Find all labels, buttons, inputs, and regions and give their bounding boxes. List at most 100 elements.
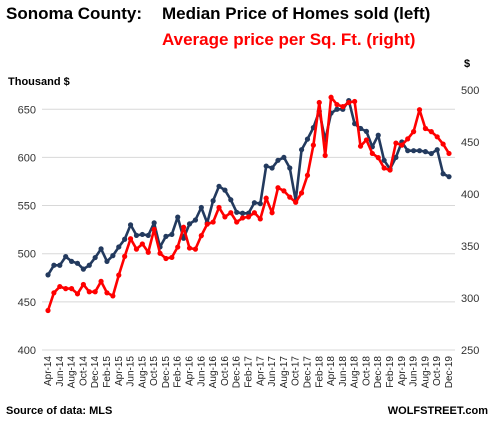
point-median-price [234,209,240,215]
x-tick-label: Aug-18 [350,356,361,389]
y-left-tick-label: 500 [18,249,36,261]
chart-title-left: Sonoma County: [6,4,142,23]
chart-subtitle: Average price per Sq. Ft. (right) [162,30,415,49]
point-median-price [198,204,204,211]
point-price-per-sqft [416,107,423,113]
point-price-per-sqft [45,307,51,314]
point-median-price [181,235,187,241]
point-median-price [263,163,269,169]
point-price-per-sqft [428,129,434,135]
point-median-price [139,231,145,238]
point-median-price [92,254,98,261]
y-left-tick-label: 450 [18,297,36,309]
chart-title: Median Price of Homes sold (left) [162,4,430,23]
gridlines [42,108,455,351]
point-median-price [411,148,417,154]
point-median-price [304,136,311,142]
point-price-per-sqft [116,272,122,278]
point-price-per-sqft [381,165,387,171]
point-median-price [186,221,193,227]
point-price-per-sqft [63,286,69,292]
point-price-per-sqft [411,129,417,135]
point-median-price [169,231,175,238]
point-price-per-sqft [163,255,169,262]
point-price-per-sqft [287,194,293,200]
point-median-price [393,154,399,161]
point-median-price [122,236,128,242]
point-median-price [210,198,216,204]
point-median-price [127,222,134,228]
source-note: Source of data: MLS [6,405,112,417]
point-median-price [281,154,287,161]
point-median-price [151,220,157,226]
x-tick-label: Jun-14 [55,356,66,387]
y-axis-left-label: Thousand $ [8,76,70,88]
point-median-price [228,197,234,203]
point-price-per-sqft [363,137,370,143]
point-median-price [287,165,293,171]
x-tick-label: Apr-18 [326,356,337,386]
point-median-price [240,210,246,216]
point-price-per-sqft [222,214,228,220]
point-median-price [57,262,63,268]
point-median-price [251,200,257,206]
point-price-per-sqft [198,233,204,239]
point-median-price [51,262,57,268]
point-median-price [74,260,81,266]
point-median-price [440,171,446,177]
point-median-price [145,232,151,239]
point-median-price [104,258,110,265]
x-tick-label: Oct-16 [220,356,231,386]
series-group [45,94,452,314]
x-tick-label: Aug-17 [279,356,290,389]
point-price-per-sqft [145,249,151,255]
point-median-price [222,187,228,193]
x-tick-label: Dec-18 [373,356,384,389]
point-price-per-sqft [110,293,116,299]
point-price-per-sqft [204,221,210,227]
point-price-per-sqft [169,254,175,261]
x-tick-label: Oct-17 [291,356,302,386]
x-tick-label: Dec-15 [161,356,172,389]
point-price-per-sqft [310,142,316,148]
x-tick-label: Dec-19 [444,356,455,389]
y-left-tick-label: 550 [18,201,36,213]
point-median-price [68,258,75,265]
point-median-price [80,266,86,272]
point-price-per-sqft [257,216,263,222]
point-price-per-sqft [68,286,75,292]
brand-label: WOLFSTREET.com [388,405,488,417]
point-price-per-sqft [357,143,364,149]
series-line-price-per-sqft [46,96,451,311]
point-median-price [405,148,411,154]
y-left-tick-label: 400 [18,345,36,357]
point-price-per-sqft [446,150,452,157]
point-price-per-sqft [393,140,399,146]
point-price-per-sqft [175,244,181,250]
point-price-per-sqft [316,99,322,106]
x-tick-label: Feb-15 [102,356,113,388]
y-left-tick-label: 600 [18,152,36,164]
point-median-price [363,128,370,135]
series-line-median-price [46,99,450,276]
x-tick-label: Apr-17 [255,356,266,386]
point-price-per-sqft [281,188,287,194]
point-price-per-sqft [263,195,269,201]
point-price-per-sqft [269,210,275,216]
x-tick-label: Feb-19 [385,356,396,388]
point-price-per-sqft [375,155,381,161]
y-right-tick-label: 350 [461,241,479,253]
point-price-per-sqft [251,210,257,216]
point-median-price [434,147,440,153]
point-price-per-sqft [80,281,86,288]
point-price-per-sqft [192,246,199,252]
x-tick-label: Jun-17 [267,356,278,387]
point-price-per-sqft [369,150,375,157]
point-price-per-sqft [275,185,281,191]
point-price-per-sqft [92,289,98,295]
x-tick-label: Apr-14 [43,356,54,386]
point-price-per-sqft [293,199,299,205]
x-tick-label: Jun-19 [409,356,420,387]
x-tick-label: Jun-15 [126,356,137,387]
point-median-price [216,183,222,189]
